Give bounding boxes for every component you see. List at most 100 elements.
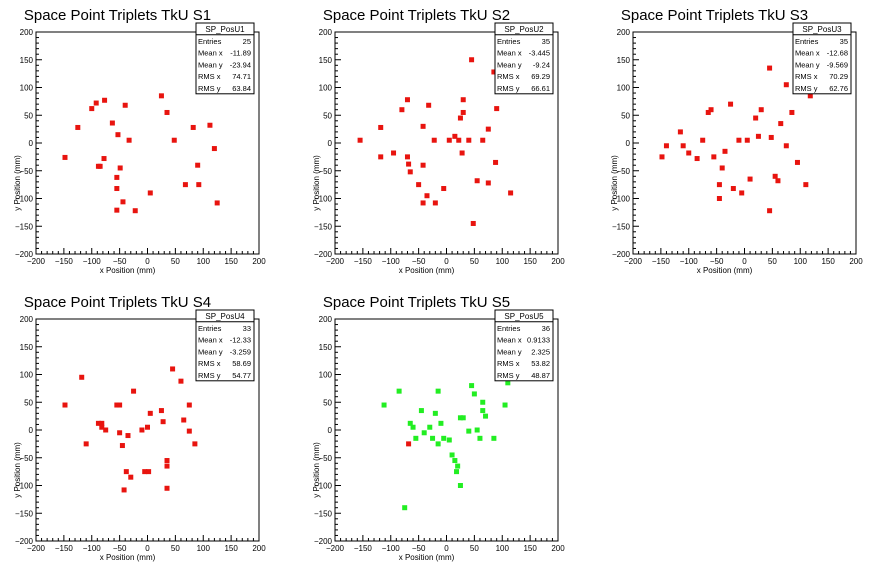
data-point	[391, 150, 397, 156]
x-tick-label: 50	[768, 257, 777, 266]
y-tick-label: −100	[15, 482, 34, 491]
data-point	[128, 474, 134, 480]
data-point	[114, 174, 120, 180]
data-point	[114, 186, 120, 192]
data-point	[767, 65, 773, 71]
data-point	[469, 383, 475, 389]
data-point	[178, 378, 184, 384]
data-point	[413, 435, 419, 441]
data-point	[139, 427, 145, 433]
data-point	[119, 443, 125, 449]
data-point	[407, 420, 413, 426]
stats-value: 36	[542, 324, 550, 333]
chart-title: Space Point Triplets TkU S1	[24, 7, 211, 24]
data-point	[147, 410, 153, 416]
x-tick-label: −150	[55, 257, 74, 266]
data-point	[132, 208, 138, 214]
stats-value: 2.325	[531, 347, 550, 356]
y-tick-label: 150	[617, 56, 631, 65]
data-point	[491, 69, 497, 75]
stats-box: SP_PosU3 Entries 35 Mean x -12.68 Mean y -9.56…	[792, 22, 852, 95]
data-point	[457, 483, 463, 488]
y-tick-label: 50	[621, 111, 630, 120]
y-tick-label: −200	[314, 537, 333, 546]
data-point	[457, 415, 463, 421]
y-tick-label: 100	[617, 84, 631, 93]
stats-label: Mean x	[497, 336, 522, 345]
data-point	[772, 173, 778, 179]
data-point	[378, 154, 384, 160]
y-tick-label: −50	[318, 167, 332, 176]
data-point	[99, 420, 105, 426]
y-tick-label: −150	[314, 509, 333, 518]
stats-label: Mean y	[497, 60, 522, 69]
y-axis-label: y Position (mm)	[312, 155, 321, 211]
data-point	[426, 102, 432, 108]
x-tick-label: 100	[197, 257, 211, 266]
y-axis-label: y Position (mm)	[13, 155, 22, 211]
y-tick-label: −150	[15, 222, 34, 231]
y-tick-label: 50	[323, 398, 332, 407]
data-point	[115, 132, 121, 138]
stats-value: 53.82	[531, 359, 550, 368]
data-point	[146, 469, 152, 475]
data-point	[778, 121, 784, 127]
data-point	[469, 57, 475, 63]
data-point	[145, 424, 150, 430]
data-point	[170, 366, 176, 372]
stats-box: SP_PosU1 Entries 25 Mean x -11.89 Mean y -23.9…	[195, 22, 255, 95]
data-point	[164, 458, 170, 464]
data-point	[402, 505, 408, 511]
data-point	[399, 107, 405, 113]
data-point	[767, 208, 773, 214]
data-point	[454, 469, 460, 475]
y-tick-label: −100	[314, 482, 333, 491]
y-tick-label: 150	[20, 343, 34, 352]
y-tick-label: 100	[20, 84, 34, 93]
x-tick-label: 0	[145, 544, 150, 553]
data-point	[452, 458, 458, 464]
data-point	[460, 415, 466, 421]
stats-value: 0.9133	[527, 336, 550, 345]
data-point	[404, 97, 410, 103]
x-tick-label: 0	[444, 544, 449, 553]
y-axis-label: y Position (mm)	[13, 442, 22, 498]
chart-title: Space Point Triplets TkU S5	[323, 294, 510, 311]
data-point	[755, 133, 761, 139]
x-tick-label: −50	[710, 257, 724, 266]
data-point	[739, 190, 745, 196]
x-tick-label: 150	[821, 257, 835, 266]
y-axis-label: y Position (mm)	[610, 155, 619, 211]
y-tick-label: 150	[319, 56, 333, 65]
data-point	[456, 137, 462, 143]
y-axis-label: y Position (mm)	[312, 442, 321, 498]
data-point	[79, 374, 85, 380]
stats-label: Entries	[795, 37, 819, 46]
data-point	[485, 126, 491, 132]
stats-value: 48.87	[531, 371, 550, 380]
stats-box: SP_PosU5 Entries 36 Mean x 0.9133 Mean y 2.325…	[494, 309, 554, 382]
data-point	[471, 391, 477, 397]
stats-name: SP_PosU1	[205, 25, 245, 34]
data-point	[121, 487, 127, 493]
data-point	[449, 452, 455, 458]
data-point	[122, 102, 128, 108]
data-point	[494, 106, 500, 112]
data-point	[747, 176, 753, 182]
y-tick-label: 100	[20, 371, 34, 380]
stats-label: RMS x	[497, 359, 520, 368]
x-tick-label: −50	[412, 544, 426, 553]
x-tick-label: 0	[742, 257, 747, 266]
data-point	[102, 97, 108, 103]
stats-label: RMS x	[198, 72, 221, 81]
y-tick-label: −150	[612, 222, 631, 231]
stats-label: RMS y	[198, 84, 221, 93]
stats-label: Mean x	[198, 49, 223, 58]
x-tick-label: 100	[197, 544, 211, 553]
x-tick-label: 200	[252, 257, 266, 266]
data-point	[357, 137, 363, 143]
y-tick-label: 0	[328, 426, 333, 435]
stats-label: RMS y	[497, 84, 520, 93]
y-tick-label: 200	[617, 28, 631, 37]
x-tick-label: −200	[27, 544, 46, 553]
